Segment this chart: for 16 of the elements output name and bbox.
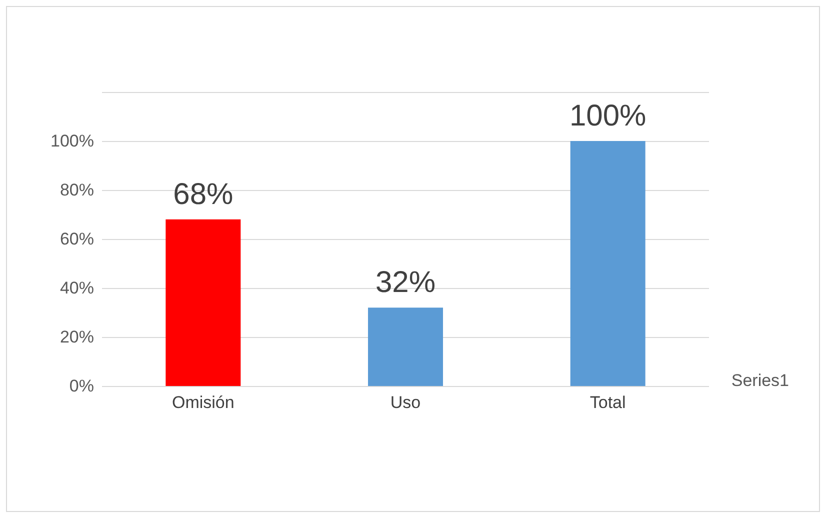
bar <box>368 308 443 386</box>
y-tick-label: 20% <box>60 328 94 346</box>
data-label: 68% <box>173 178 234 211</box>
y-tick-label: 40% <box>60 278 94 298</box>
y-tick-label: 0% <box>69 376 94 396</box>
x-tick-label: Uso <box>390 393 421 412</box>
y-tick-label: 100% <box>50 132 94 150</box>
y-tick-label: 80% <box>60 180 94 200</box>
data-label: 100% <box>569 100 646 132</box>
bar <box>166 219 241 386</box>
bar <box>570 141 646 386</box>
y-tick-label: 60% <box>60 230 94 248</box>
x-tick-label: Omisión <box>172 393 234 412</box>
x-tick-label: Total <box>590 393 626 412</box>
text: Series1 <box>731 371 789 390</box>
data-label: 32% <box>375 266 436 300</box>
